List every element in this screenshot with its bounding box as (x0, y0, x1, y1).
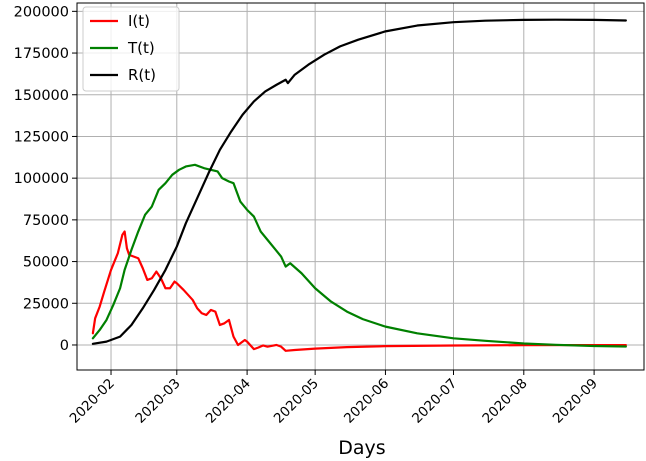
y-tick-label: 50000 (23, 255, 69, 271)
series-line-1 (91, 230, 627, 352)
y-tick-label: 75000 (23, 213, 69, 229)
y-axis: 0 25000 50000 75000 100000 125000 150000 175000… (14, 4, 77, 354)
legend-label-3: R(t) (128, 66, 156, 84)
y-tick-label: 175000 (14, 46, 69, 62)
series-layer (91, 18, 627, 352)
legend-box (82, 6, 180, 92)
legend-label-2: T(t) (127, 39, 155, 57)
series-line-2 (91, 163, 627, 348)
plot-frame (76, 2, 645, 371)
x-axis-title: Days (338, 437, 385, 459)
series-line-3 (91, 18, 627, 345)
legend: I(t) T(t) R(t) (82, 6, 180, 92)
y-tick-label: 100000 (14, 171, 69, 187)
y-tick-label: 200000 (14, 4, 69, 20)
y-tick-label: 125000 (14, 129, 69, 145)
legend-label-1: I(t) (128, 12, 150, 30)
y-tick-label: 150000 (14, 88, 69, 104)
y-tick-label: 25000 (23, 296, 69, 312)
y-tick-label: 0 (60, 338, 69, 354)
